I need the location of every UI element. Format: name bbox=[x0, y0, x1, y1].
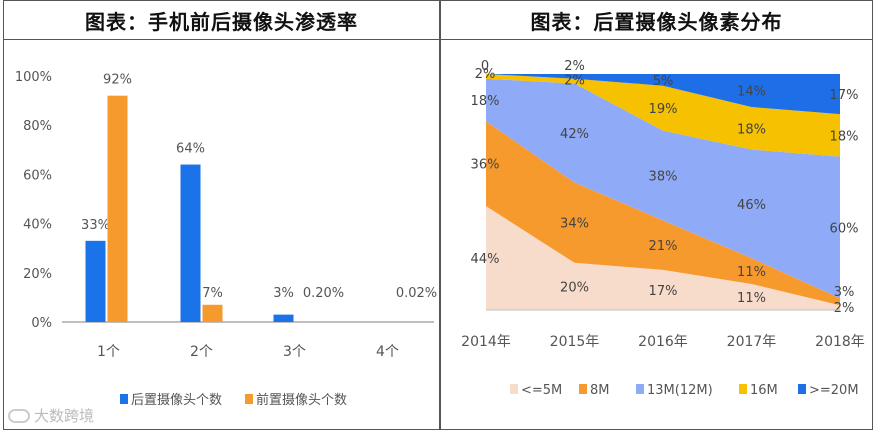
left-chart-panel: 图表：手机前后摄像头渗透率 bbox=[3, 0, 440, 430]
area-series-20m bbox=[486, 74, 840, 115]
area-data-label: 11% bbox=[737, 265, 766, 280]
right-x-tick-label: 2014年 bbox=[461, 334, 511, 350]
legend-swatch-area bbox=[510, 384, 518, 394]
bar-front-1 bbox=[107, 95, 128, 323]
left-y-tick-label: 80% bbox=[23, 119, 52, 134]
legend-swatch-rear bbox=[120, 394, 128, 404]
area-data-label: 60% bbox=[830, 221, 859, 236]
right-chart-title: 图表：后置摄像头像素分布 bbox=[441, 1, 872, 40]
bar-data-label: 33% bbox=[81, 218, 110, 233]
watermark: 大数跨境 bbox=[8, 405, 94, 426]
area-data-label: 18% bbox=[471, 94, 500, 109]
area-data-label: 38% bbox=[649, 169, 678, 184]
legend-swatch-area bbox=[636, 384, 644, 394]
area-data-label: 19% bbox=[649, 102, 678, 117]
area-series-16m bbox=[486, 74, 840, 157]
area-data-label: 3% bbox=[834, 285, 855, 300]
legend-swatch-area bbox=[798, 384, 806, 394]
left-x-tick-label: 4个 bbox=[376, 344, 399, 360]
area-data-label: 18% bbox=[830, 129, 859, 144]
area-data-label: 2% bbox=[475, 67, 496, 82]
right-x-tick-label: 2016年 bbox=[638, 334, 688, 350]
area-data-label: 42% bbox=[560, 127, 589, 142]
bar-data-label: 0.20% bbox=[303, 286, 344, 301]
legend-swatch-area bbox=[739, 384, 747, 394]
area-data-label: 2% bbox=[564, 74, 585, 89]
area-data-label: 2% bbox=[564, 59, 585, 74]
area-data-label: 5% bbox=[653, 74, 674, 89]
right-x-tick-label: 2015年 bbox=[550, 334, 600, 350]
watermark-logo-icon bbox=[8, 408, 30, 423]
area-data-label: 17% bbox=[830, 88, 859, 103]
left-x-tick-label: 2个 bbox=[190, 344, 213, 360]
legend-label-rear: 后置摄像头个数 bbox=[131, 393, 222, 408]
legend-swatch-area bbox=[579, 384, 587, 394]
area-data-label: 46% bbox=[737, 198, 766, 213]
left-y-tick-label: 100% bbox=[15, 70, 52, 85]
legend-label-area: 13M(12M) bbox=[647, 383, 713, 398]
left-x-tick-label: 3个 bbox=[283, 344, 306, 360]
area-data-label: 2% bbox=[834, 301, 855, 316]
legend-swatch-front bbox=[245, 394, 253, 404]
left-x-tick-label: 1个 bbox=[97, 344, 120, 360]
left-y-tick-label: 40% bbox=[23, 218, 52, 233]
watermark-text: 大数跨境 bbox=[34, 407, 95, 425]
left-y-tick-label: 20% bbox=[23, 267, 52, 282]
bar-rear-1 bbox=[85, 240, 106, 322]
area-data-label: 11% bbox=[737, 291, 766, 306]
area-series-8m bbox=[486, 121, 840, 306]
bar-rear-2 bbox=[180, 164, 201, 322]
area-series-13m12m bbox=[486, 78, 840, 299]
area-data-label: 21% bbox=[649, 239, 678, 254]
area-data-label: 17% bbox=[649, 284, 678, 299]
right-x-tick-label: 2018年 bbox=[815, 334, 865, 350]
bar-data-label: 3% bbox=[273, 286, 294, 301]
left-y-tick-label: 60% bbox=[23, 168, 52, 183]
legend-label-area: >=20M bbox=[809, 383, 859, 398]
legend-label-area: 8M bbox=[590, 383, 610, 398]
left-chart-title: 图表：手机前后摄像头渗透率 bbox=[4, 1, 439, 40]
right-x-tick-label: 2017年 bbox=[727, 334, 777, 350]
bar-data-label: 92% bbox=[103, 73, 132, 88]
bar-data-label: 64% bbox=[176, 142, 205, 157]
bar-data-label: 0.02% bbox=[396, 286, 437, 301]
area-data-label: 34% bbox=[560, 217, 589, 232]
legend-label-area: 16M bbox=[750, 383, 778, 398]
area-data-label: 20% bbox=[560, 280, 589, 295]
legend-label-area: <=5M bbox=[521, 383, 562, 398]
area-data-label: 0 bbox=[481, 59, 489, 74]
bar-data-label: 7% bbox=[202, 286, 223, 301]
area-data-label: 36% bbox=[471, 158, 500, 173]
left-y-tick-label: 0% bbox=[31, 316, 52, 331]
legend-label-front: 前置摄像头个数 bbox=[256, 392, 347, 408]
area-data-label: 18% bbox=[737, 122, 766, 137]
area-data-label: 44% bbox=[471, 252, 500, 267]
bar-rear-3 bbox=[273, 314, 294, 322]
bar-front-2 bbox=[202, 304, 223, 322]
area-data-label: 14% bbox=[737, 85, 766, 100]
